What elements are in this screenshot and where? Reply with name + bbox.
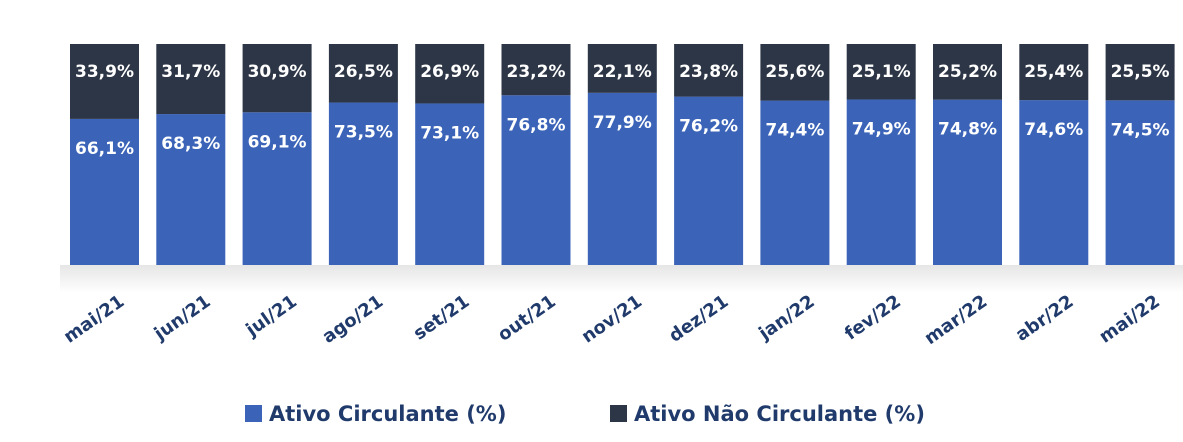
- data-label: 30,9%: [248, 62, 307, 82]
- x-tick-label: jan/22: [754, 291, 818, 345]
- legend-swatch: [245, 405, 262, 422]
- data-label: 25,5%: [1111, 62, 1170, 82]
- x-tick-label: jul/21: [241, 291, 300, 341]
- bar-segment: [933, 99, 1002, 265]
- x-tick-label: fev/22: [841, 291, 905, 345]
- data-label: 26,5%: [334, 62, 393, 82]
- bar-segment: [328, 44, 398, 103]
- bar-segment: [70, 118, 139, 265]
- data-label: 73,1%: [420, 123, 479, 143]
- x-tick-label: dez/21: [665, 291, 732, 347]
- bar-segment: [587, 92, 657, 265]
- data-label: 33,9%: [75, 62, 134, 82]
- bar-segment: [1019, 44, 1089, 101]
- bar-segment: [674, 44, 744, 97]
- bar-segment: [1105, 44, 1175, 101]
- bar-segment: [1105, 100, 1175, 265]
- data-label: 25,6%: [765, 62, 824, 82]
- legend-label: Ativo Circulante (%): [269, 402, 506, 426]
- x-tick-label: ago/21: [319, 291, 388, 348]
- legend-swatch: [610, 405, 627, 422]
- data-label: 74,9%: [852, 119, 911, 139]
- bar-segment: [415, 44, 485, 104]
- data-label: 74,6%: [1024, 120, 1083, 140]
- data-label: 76,8%: [507, 115, 566, 135]
- bar-segment: [760, 100, 830, 266]
- x-tick-label: out/21: [494, 291, 560, 346]
- x-tick-label: set/21: [410, 291, 474, 344]
- data-label: 25,1%: [852, 62, 911, 82]
- bar-segment: [242, 44, 312, 113]
- bar-segment: [242, 112, 312, 265]
- floor-shadow: [60, 265, 1183, 293]
- bar-segment: [156, 114, 226, 265]
- legend-label: Ativo Não Circulante (%): [634, 402, 925, 426]
- bar-segment: [415, 103, 485, 265]
- data-label: 74,4%: [765, 121, 824, 141]
- data-label: 23,2%: [507, 62, 566, 82]
- x-tick-label: mai/22: [1096, 291, 1164, 348]
- data-label: 74,8%: [938, 120, 997, 140]
- data-label: 69,1%: [248, 132, 307, 152]
- data-label: 66,1%: [75, 139, 134, 159]
- bar-segment: [328, 102, 398, 265]
- x-tick-label: jun/21: [150, 291, 215, 345]
- data-label: 76,2%: [679, 117, 738, 137]
- bar-segment: [846, 99, 916, 265]
- data-label: 68,3%: [161, 134, 220, 154]
- data-label: 23,8%: [679, 62, 738, 82]
- data-label: 73,5%: [334, 123, 393, 143]
- data-label: 26,9%: [420, 62, 479, 82]
- x-tick-label: mar/22: [921, 291, 992, 349]
- x-tick-label: abr/22: [1012, 291, 1078, 346]
- data-label: 25,4%: [1024, 62, 1083, 82]
- bar-segment: [1019, 100, 1089, 265]
- bar-segment: [933, 44, 1002, 100]
- bar-segment: [846, 44, 916, 100]
- bar-segment: [501, 95, 571, 265]
- bar-segment: [156, 44, 226, 115]
- bar-segment: [70, 44, 139, 119]
- bar-segment: [760, 44, 830, 101]
- x-tick-label: mai/21: [60, 291, 128, 348]
- bar-segment: [674, 96, 744, 266]
- data-label: 77,9%: [593, 113, 652, 133]
- data-label: 22,1%: [593, 62, 652, 82]
- data-label: 74,5%: [1111, 120, 1170, 140]
- bar-segment: [587, 44, 657, 93]
- data-label: 25,2%: [938, 62, 997, 82]
- data-label: 31,7%: [161, 62, 220, 82]
- bar-segment: [501, 44, 571, 96]
- x-tick-label: nov/21: [578, 291, 646, 348]
